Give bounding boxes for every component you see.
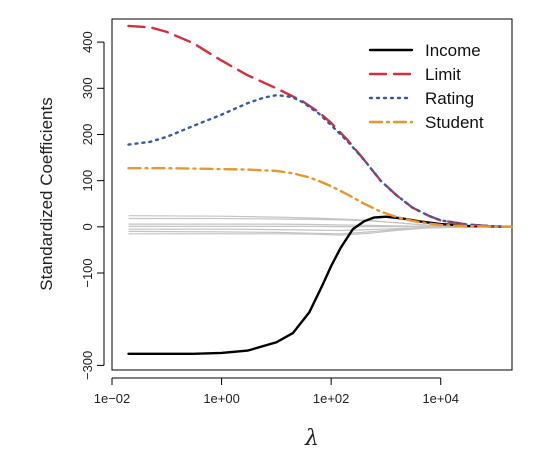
legend-label-rating: Rating	[425, 89, 474, 108]
y-tick-label: 200	[80, 124, 95, 146]
legend-label-limit: Limit	[425, 65, 461, 84]
plot-frame	[111, 18, 513, 371]
series-layer	[127, 24, 514, 355]
y-axis: −300 −100 0 100 200 300 400	[80, 31, 105, 380]
x-tick-label: 1e+02	[313, 391, 350, 406]
y-axis-title: Standardized Coefficients	[37, 97, 56, 290]
series-line-rating	[127, 93, 514, 228]
series-line-student	[127, 167, 514, 228]
y-tick-label: 300	[80, 77, 95, 99]
y-tick-label: −300	[80, 351, 95, 380]
x-tick-label: 1e−02	[94, 391, 131, 406]
legend-label-student: Student	[425, 113, 484, 132]
x-tick-label: 1e+00	[203, 391, 240, 406]
y-tick-label: 400	[80, 31, 95, 53]
x-axis: 1e−02 1e+00 1e+02 1e+04	[94, 377, 459, 406]
y-tick-label: −100	[80, 258, 95, 287]
y-tick-label: 100	[80, 170, 95, 192]
x-axis-title: λ	[304, 426, 319, 451]
x-tick-label: 1e+04	[422, 391, 459, 406]
coefficient-line-unlabeled-7	[128, 226, 513, 236]
y-tick-label: 0	[80, 223, 95, 230]
series-line-income	[127, 215, 514, 355]
legend-label-income: Income	[425, 41, 481, 60]
legend: Income Limit Rating Student	[368, 41, 484, 132]
